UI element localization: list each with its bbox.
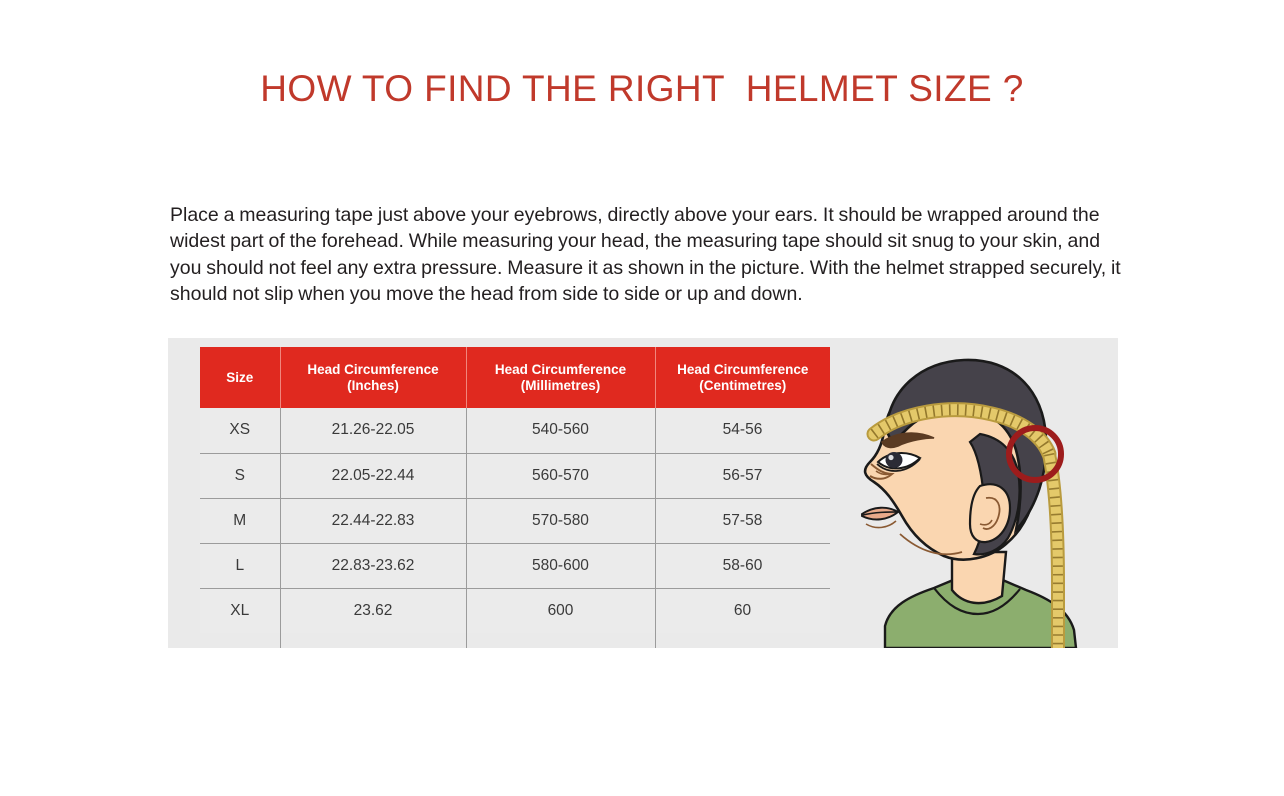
cell-inches: 22.05-22.44 <box>280 452 467 498</box>
column-header-millimetres-line1: Head Circumference <box>494 362 627 377</box>
cell-millimetres: 600 <box>466 587 656 633</box>
table-row: M 22.44-22.83 570-580 57-58 <box>200 497 831 543</box>
column-header-millimetres: Head Circumference (Millimetres) <box>466 347 656 408</box>
column-header-centimetres-line1: Head Circumference <box>677 362 809 377</box>
cell-centimetres: 57-58 <box>655 497 831 543</box>
helmet-size-table: Size Head Circumference (Inches) Head Ci… <box>200 347 831 633</box>
table-header-row: Size Head Circumference (Inches) Head Ci… <box>200 347 830 408</box>
cell-inches: 22.44-22.83 <box>280 497 467 543</box>
chin-line <box>899 533 963 556</box>
neck-shape <box>950 550 1008 605</box>
column-header-size: Size <box>200 347 281 408</box>
measurement-highlight-circle <box>1006 425 1064 483</box>
cell-centimetres: 54-56 <box>655 408 831 453</box>
column-header-size-line1: Size <box>226 369 254 385</box>
cell-millimetres: 570-580 <box>466 497 656 543</box>
column-header-centimetres: Head Circumference (Centimetres) <box>655 347 830 408</box>
column-header-inches-line2: (Inches) <box>347 377 399 393</box>
mouth-shape <box>861 506 900 529</box>
cell-millimetres: 540-560 <box>466 408 656 453</box>
table-row: L 22.83-23.62 580-600 58-60 <box>200 542 831 588</box>
cell-size: S <box>200 452 281 498</box>
table-row: XL 23.62 600 60 <box>200 587 831 633</box>
column-header-inches-line1: Head Circumference <box>307 362 439 377</box>
cell-size: L <box>200 542 281 588</box>
column-header-centimetres-line2: (Centimetres) <box>699 377 787 393</box>
table-row: XS 21.26-22.05 540-560 54-56 <box>200 408 831 453</box>
page-title: HOW TO FIND THE RIGHT HELMET SIZE ? <box>260 68 1024 109</box>
cell-inches: 21.26-22.05 <box>280 408 467 453</box>
ear-shape <box>968 483 1012 544</box>
cell-size: XL <box>200 587 281 633</box>
cell-millimetres: 580-600 <box>466 542 656 588</box>
cell-inches: 22.83-23.62 <box>280 542 467 588</box>
cell-centimetres: 56-57 <box>655 452 831 498</box>
head-measurement-svg <box>830 338 1118 648</box>
cell-millimetres: 560-570 <box>466 452 656 498</box>
cell-centimetres: 60 <box>655 587 831 633</box>
instructions-paragraph: Place a measuring tape just above your e… <box>170 203 1121 306</box>
cell-centimetres: 58-60 <box>655 542 831 588</box>
table-row: S 22.05-22.44 560-570 56-57 <box>200 452 831 498</box>
cell-inches: 23.62 <box>280 587 467 633</box>
cell-size: M <box>200 497 281 543</box>
cell-size: XS <box>200 408 281 453</box>
measuring-tape <box>866 402 1065 648</box>
eyebrow-shape <box>881 432 935 449</box>
column-header-millimetres-line2: (Millimetres) <box>520 377 601 393</box>
eye-shape <box>876 452 922 472</box>
head-measurement-illustration <box>830 338 1118 648</box>
column-header-inches: Head Circumference (Inches) <box>280 347 467 408</box>
